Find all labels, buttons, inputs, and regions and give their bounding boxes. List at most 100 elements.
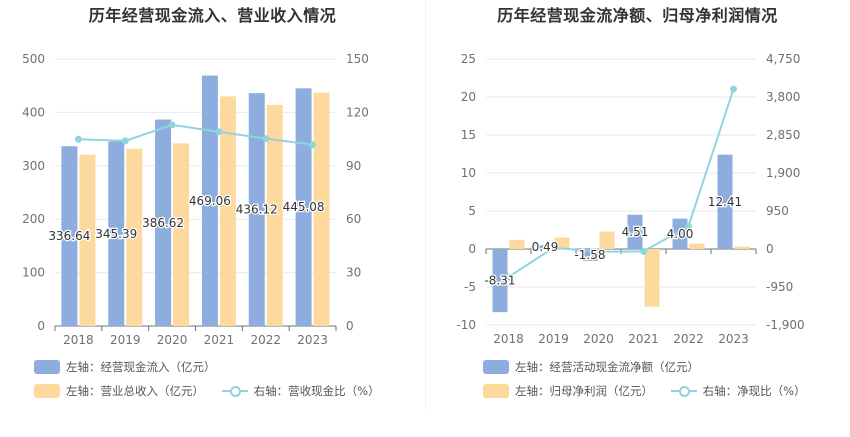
left-legend-item-revenue[interactable]: 左轴：营业总收入（亿元） [34,383,204,399]
x-tick-label: 2023 [718,332,749,346]
right-legend-item-net-profit[interactable]: 左轴：归母净利润（亿元） [483,383,653,399]
x-tick-label: 2018 [493,332,524,346]
y-right-tick-label: 2,850 [766,128,800,142]
x-tick-label: 2018 [63,333,94,347]
legend-swatch-icon [34,384,60,398]
left-chart-canvas: 0 100 200 300 400 500 0 30 60 90 120 150 2018 2019 202… [22,52,369,347]
legend-label: 左轴：归母净利润（亿元） [515,384,653,398]
legend-label: 左轴：经营现金流入（亿元） [66,360,216,374]
right-chart-title: 历年经营现金流净额、归母净利润情况 [497,6,778,25]
ratio-line-point [640,247,647,255]
bar-primary [717,154,733,249]
left-legend-row-2: 左轴：营业总收入（亿元） 右轴：营收现金比（%） [34,383,394,399]
ratio-line-point [685,222,692,230]
right-chart-panel: 历年经营现金流净额、归母净利润情况 -10 -5 0 5 10 15 20 25 -1,900-… [425,0,850,437]
ratio-line [78,123,313,146]
y-left-tick-label: -10 [456,318,476,332]
y-left-tick-label: 500 [22,52,45,66]
bar-secondary [734,246,750,249]
left-chart-panel: 历年经营现金流入、营业收入情况 0 100 200 300 400 500 0 30 60 90 1… [22,6,394,399]
x-tick-label: 2023 [297,333,328,347]
y-right-tick-label: 120 [346,105,369,119]
y-left-tick-label: 200 [22,212,45,226]
right-chart-canvas: -10 -5 0 5 10 15 20 25 -1,900 -950 0 950 1,900 2,850 3… [456,52,805,346]
y-right-tick-label: 60 [346,212,361,226]
bar-primary [201,75,218,326]
y-right-tick-label: 4,750 [766,52,800,66]
bar-secondary [509,239,525,249]
bar-primary [248,93,265,326]
legend-line-icon [670,384,697,398]
y-right-tick-label: 950 [766,204,789,218]
bar-primary [295,88,312,327]
bar-primary [537,245,553,249]
y-left-tick-label: -5 [464,280,476,294]
ratio-line-point [262,135,270,143]
x-tick-label: 2019 [538,332,569,346]
bar-primary [672,218,688,249]
bar-data-label: 345.39 [95,227,137,241]
bar-secondary [599,231,615,249]
bar-secondary [266,104,283,326]
right-legend-row-1: 左轴：经营活动现金流净额（亿元） [483,359,713,375]
legend-label: 右轴：营收现金比（%） [253,384,380,398]
legend-label: 左轴：营业总收入（亿元） [66,384,204,398]
panel-divider [425,0,426,410]
bar-data-label: 436.12 [236,203,278,217]
bar-data-label: 445.08 [283,200,325,214]
y-right-tick-label: -1,900 [766,318,805,332]
bar-secondary [689,243,705,249]
y-left-tick-label: 0 [468,242,476,256]
bar-primary [492,249,508,313]
bar-data-label: 469.06 [189,194,231,208]
bar-secondary [219,96,236,326]
bar-secondary [79,154,96,326]
ratio-line-point [121,137,129,145]
x-tick-label: 2022 [250,333,281,347]
left-legend-item-cash-inflow[interactable]: 左轴：经营现金流入（亿元） [34,359,216,375]
bar-data-label: -1.58 [574,248,605,262]
left-chart-title: 历年经营现金流入、营业收入情况 [88,6,337,25]
ratio-line-point [595,248,602,256]
ratio-line-point [550,244,557,252]
bar-secondary [173,143,190,326]
y-left-tick-label: 10 [461,166,476,180]
y-right-tick-label: 30 [346,266,361,280]
y-left-tick-label: 5 [468,204,476,218]
bar-primary [627,214,643,249]
bar-data-label: -8.31 [484,274,515,288]
ratio-line [507,88,735,278]
bar-data-label: 12.41 [708,195,742,209]
y-left-tick-label: 25 [461,52,476,66]
bar-primary [61,146,78,326]
ratio-line-point [168,121,176,129]
legend-swatch-icon [483,360,509,374]
x-tick-label: 2020 [157,333,188,347]
right-legend-item-ratio[interactable]: 右轴：净现比（%） [670,383,806,399]
x-tick-label: 2021 [628,332,659,346]
left-legend-item-ratio[interactable]: 右轴：营收现金比（%） [221,383,380,399]
ratio-line-point [309,141,317,149]
y-right-tick-label: 90 [346,159,361,173]
ratio-line-point [215,128,223,136]
y-left-tick-label: 0 [37,319,45,333]
right-legend-item-net-cashflow[interactable]: 左轴：经营活动现金流净额（亿元） [483,359,699,375]
bar-data-label: 4.00 [667,227,694,241]
y-left-tick-label: 300 [22,159,45,173]
right-legend-row-2: 左轴：归母净利润（亿元） 右轴：净现比（%） [483,383,820,399]
bar-secondary [313,92,330,326]
bar-secondary [554,237,570,249]
bar-data-label: 336.64 [48,229,90,243]
bar-secondary [644,249,660,307]
left-legend-row-1: 左轴：经营现金流入（亿元） [34,359,230,375]
y-left-tick-label: 100 [22,266,45,280]
legend-label: 右轴：净现比（%） [702,384,806,398]
y-right-tick-label: 150 [346,52,369,66]
ratio-line-point [74,135,82,143]
y-right-tick-label: 0 [346,319,354,333]
y-right-tick-label: 0 [766,242,774,256]
legend-swatch-icon [34,360,60,374]
legend-swatch-icon [483,384,509,398]
x-tick-label: 2020 [583,332,614,346]
y-left-tick-label: 15 [461,128,476,142]
